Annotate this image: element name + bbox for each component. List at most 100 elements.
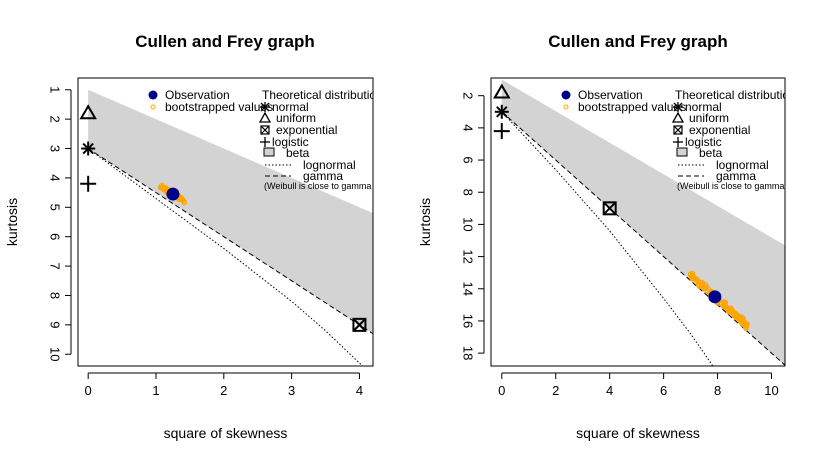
legend-logistic-symbol [260, 137, 270, 147]
plot-area [493, 79, 785, 366]
legend-lognormal-label: lognormal [303, 158, 356, 172]
y-tick-label: 1 [48, 86, 63, 93]
legend-normal-label: normal [272, 100, 309, 114]
legend-beta-label: beta [286, 146, 310, 160]
x-tick-label: 10 [764, 383, 778, 398]
y-tick-label: 7 [48, 262, 63, 269]
x-tick-label: 3 [288, 383, 295, 398]
legend-bootstrap-symbol [150, 104, 156, 110]
legend-uniform-label: uniform [276, 111, 316, 125]
y-tick-label: 2 [48, 116, 63, 123]
bootstrap-point [694, 276, 700, 282]
legend-gamma-label: gamma [716, 169, 756, 183]
observation-point [166, 187, 180, 201]
legend-beta-symbol [676, 147, 688, 157]
bootstrap-point [736, 315, 743, 321]
legend-exponential-label: exponential [276, 123, 337, 137]
observation-point [708, 290, 722, 304]
legend-normal-d2 [260, 102, 270, 112]
uniform-marker [79, 104, 97, 120]
normal-marker [494, 104, 509, 119]
legend-exp-box [260, 125, 270, 135]
bootstrap-point [721, 300, 727, 307]
legend-exponential-symbol [260, 125, 270, 135]
legend-normal-symbol [673, 102, 683, 112]
exponential-marker-d2 [352, 318, 367, 332]
y-tick-label: 8 [48, 292, 63, 299]
legend-normal-d2 [673, 102, 683, 112]
chart-panel-1: 0 1 2 3 4 1 2 3 4 5 6 7 8 9 10 Cullen and Frey graph squ… [4, 32, 389, 441]
y-axis-label: kurtosis [4, 198, 20, 246]
bootstrap-point [161, 186, 168, 193]
y-tick-label: 14 [461, 282, 476, 296]
x-axis-label: square of skewness [576, 425, 700, 441]
bootstrap-point [699, 283, 706, 290]
legend-beta-label: beta [699, 146, 723, 160]
x-tick-label: 0 [498, 383, 505, 398]
logistic-marker [493, 123, 510, 140]
y-tick-label: 12 [461, 249, 476, 263]
x-tick-label: 1 [152, 383, 159, 398]
legend-uniform-symbol [258, 111, 272, 123]
legend-logistic-symbol [673, 137, 683, 147]
legend-beta-symbol [263, 147, 275, 157]
exponential-marker-box [352, 317, 367, 332]
legend-observation-symbol [148, 90, 158, 100]
legend-uniform-label: uniform [689, 111, 729, 125]
legend-exp-d2 [673, 125, 683, 135]
bootstrap-point [742, 324, 749, 331]
legend-heading: Theoretical distributions [675, 88, 802, 102]
logistic-marker [80, 175, 97, 192]
y-tick-label: 6 [48, 233, 63, 240]
uniform-marker [493, 83, 511, 99]
legend-exponential-symbol [673, 125, 683, 135]
y-tick-label: 9 [48, 321, 63, 328]
y-tick-label: 10 [48, 347, 63, 361]
x-tick-label: 8 [714, 383, 721, 398]
beta-region [88, 89, 373, 334]
exponential-marker [352, 317, 367, 332]
plot-area [79, 89, 373, 366]
lognormal-line [87, 148, 364, 366]
legend-lognormal-label: lognormal [716, 158, 769, 172]
legend-theoretical: Theoretical distributionsnormaluniformex… [258, 88, 389, 191]
y-tick-label: 2 [461, 92, 476, 99]
y-tick-label: 16 [461, 314, 476, 328]
plot-frame [490, 77, 786, 367]
legend-heading: Theoretical distributions [262, 88, 389, 102]
y-tick-label: 3 [48, 145, 63, 152]
bootstrap-point [691, 275, 697, 282]
x-tick-label: 4 [356, 383, 363, 398]
chart-title: Cullen and Frey graph [135, 32, 314, 51]
x-tick-label: 4 [606, 383, 613, 398]
legend-bootstrap-label: bootstrapped values [578, 100, 686, 114]
legend-normal-label: normal [685, 100, 722, 114]
bootstrap-point [699, 281, 705, 288]
y-tick-label: 18 [461, 346, 476, 360]
y-tick-label: 10 [461, 217, 476, 231]
lognormal-line [501, 111, 714, 366]
legend-exponential-label: exponential [689, 123, 750, 137]
y-tick-label: 6 [461, 156, 476, 163]
legend-theoretical: Theoretical distributionsnormaluniformex… [671, 88, 802, 191]
normal-marker-d2 [496, 106, 508, 118]
y-tick-label: 8 [461, 189, 476, 196]
legend-bootstrap-symbol [563, 104, 569, 110]
bootstrap-point [726, 307, 732, 314]
y-axis-label: kurtosis [417, 198, 433, 246]
exponential-marker [602, 201, 617, 216]
x-tick-label: 0 [85, 383, 92, 398]
normal-marker-d2 [82, 142, 94, 155]
normal-marker [81, 141, 96, 156]
legend-exp-box [673, 125, 683, 135]
exponential-marker-box [602, 201, 617, 216]
bootstrap-point [181, 200, 187, 206]
legend-logistic-label: logistic [272, 135, 309, 149]
bootstrap-point [178, 196, 185, 202]
bootstrap-point [724, 306, 731, 313]
x-tick-label: 2 [552, 383, 559, 398]
legend-logistic-label: logistic [685, 135, 722, 149]
x-tick-label: 6 [660, 383, 667, 398]
